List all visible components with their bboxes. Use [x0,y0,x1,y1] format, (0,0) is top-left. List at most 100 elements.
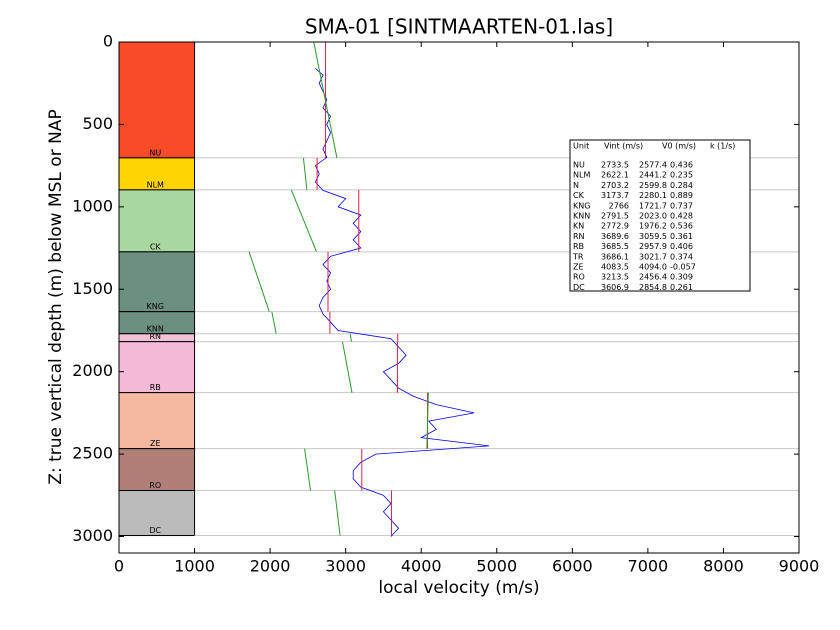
table-k: 0.737 [670,201,693,210]
formation-block [118,251,196,313]
y-tick-label: 2000 [72,361,113,380]
table-vint: 3686.1 [601,252,629,261]
table-unit: RB [573,242,584,251]
table-v0: 2280.1 [639,191,667,200]
table-header: Unit [573,142,589,151]
y-tick-label: 1000 [72,196,113,215]
table-k: 0.536 [670,222,693,231]
table-k: -0.057 [670,263,696,272]
table-v0: 2023.0 [639,212,667,221]
table-k: 0.284 [670,181,693,190]
velocity-trend [426,392,429,449]
velocity-trend [248,251,270,312]
table-k: 0.361 [670,232,693,241]
table-vint: 2622.1 [601,171,629,180]
table-vint: 2772.9 [601,222,629,231]
table-k: 0.889 [670,191,693,200]
table-k: 0.406 [670,242,693,251]
x-tick-label: 5000 [476,557,517,576]
table-vint: 2791.5 [601,212,629,221]
x-tick-label: 7000 [628,557,669,576]
table-unit: ZE [573,263,584,272]
table-vint: 2733.5 [601,161,629,170]
x-tick-label: 4000 [401,557,442,576]
velocity-trend [302,157,308,190]
table-v0: 2854.8 [639,283,667,292]
table-vint: 2766 [609,201,629,210]
table-vint: 3606.9 [601,283,629,292]
legend-table [569,139,751,292]
y-tick-label: 0 [103,32,113,51]
y-tick-label: 2500 [72,444,113,463]
table-v0: 2599.8 [639,181,667,190]
formation-block [118,490,196,537]
x-tick-label: 2000 [250,557,291,576]
table-unit: RO [573,273,585,282]
x-axis-label: local velocity (m/s) [378,578,539,598]
table-k: 0.436 [670,161,693,170]
velocity-trend [334,490,341,536]
table-v0: 2577.4 [639,161,667,170]
table-v0: 3021.7 [639,252,667,261]
table-k: 0.428 [670,212,693,221]
velocity-trend [349,333,352,342]
table-v0: 2441.2 [639,171,667,180]
formation-label: ZE [150,439,161,448]
velocity-trend [271,311,277,334]
formation-label: KNN [147,324,164,333]
table-unit: NLM [573,171,590,180]
table-v0: 1976.2 [639,222,667,231]
formation-block [118,41,196,159]
velocity-trend [341,341,353,393]
y-tick-label: 3000 [72,526,113,545]
formation-label: CK [150,242,162,251]
table-unit: N [573,181,579,190]
table-vint: 3213.5 [601,273,629,282]
velocity-log [314,68,490,537]
formation-label: RN [149,332,161,341]
table-v0: 4094.0 [639,263,667,272]
y-tick-label: 1500 [72,279,113,298]
table-vint: 4083.5 [601,263,629,272]
formation-block [118,341,196,394]
x-tick-label: 9000 [779,557,820,576]
table-unit: DC [573,283,585,292]
table-k: 0.261 [670,283,693,292]
x-tick-label: 1000 [174,557,215,576]
formation-label: KNG [147,302,164,311]
table-unit: RN [573,232,585,241]
velocity-trend [304,448,312,491]
chart-title: SMA-01 [SINTMAARTEN-01.las] [305,15,613,39]
table-vint: 3173.7 [601,191,629,200]
y-tick-label: 500 [82,114,113,133]
x-tick-label: 8000 [703,557,744,576]
table-unit: KNG [573,201,590,210]
formation-label: RO [149,481,161,490]
table-v0: 2456.4 [639,273,667,282]
table-v0: 1721.7 [639,201,667,210]
velocity-trend [290,189,317,253]
table-v0: 2957.9 [639,242,667,251]
table-v0: 3059.5 [639,232,667,241]
formation-label: NU [149,148,161,157]
table-k: 0.235 [670,171,693,180]
table-vint: 3685.5 [601,242,629,251]
y-axis-label: Z: true vertical depth (m) below MSL or … [46,109,66,484]
table-k: 0.374 [670,252,693,261]
formation-block [118,189,196,253]
table-header: Vint (m/s) [604,142,643,151]
formation-label: RB [150,383,161,392]
formation-label: DC [149,526,161,535]
x-tick-label: 3000 [325,557,366,576]
plot-frame [118,41,800,554]
table-header: V0 (m/s) [662,142,696,151]
table-k: 0.309 [670,273,693,282]
table-unit: CK [573,191,585,200]
table-vint: 3689.6 [601,232,629,241]
table-unit: TR [572,252,584,261]
table-unit: KN [573,222,584,231]
table-unit: KNN [573,212,590,221]
table-header: k (1/s) [710,142,735,151]
x-tick-label: 6000 [552,557,593,576]
